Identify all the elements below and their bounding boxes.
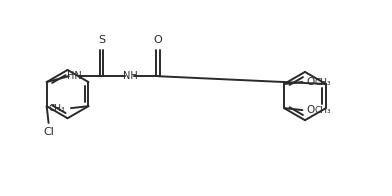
Text: NH: NH <box>123 71 137 81</box>
Text: Cl: Cl <box>43 127 54 137</box>
Text: CH₃: CH₃ <box>49 104 65 113</box>
Text: O: O <box>306 105 314 115</box>
Text: CH₃: CH₃ <box>314 106 331 115</box>
Text: CH₃: CH₃ <box>314 78 331 87</box>
Text: O: O <box>306 77 314 87</box>
Text: O: O <box>154 35 162 45</box>
Text: HN: HN <box>67 71 81 81</box>
Text: S: S <box>98 35 105 45</box>
